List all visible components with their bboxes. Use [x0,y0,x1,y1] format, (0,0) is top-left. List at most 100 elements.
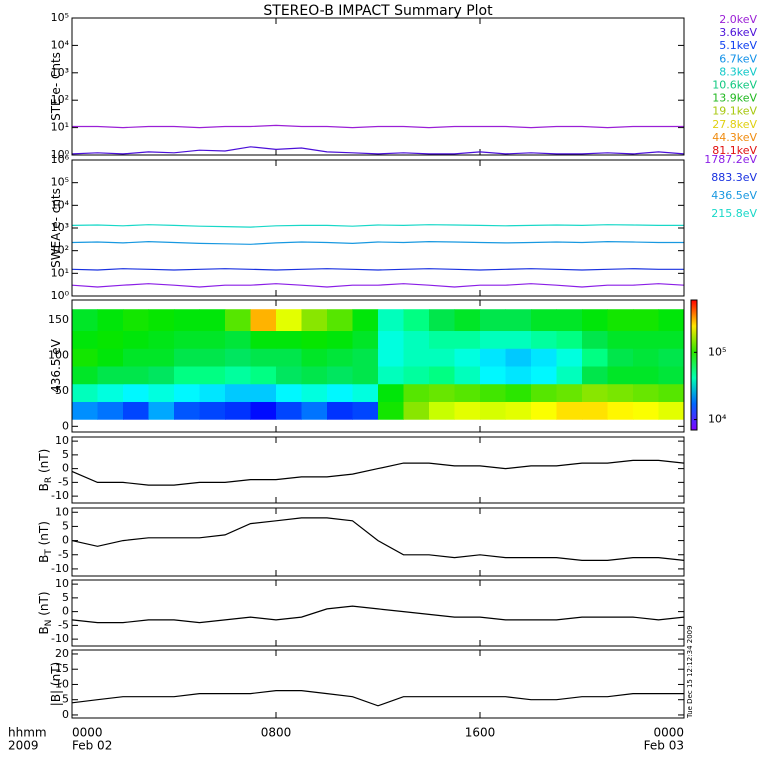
heatmap-cell [480,330,506,349]
heatmap-cell [148,309,175,332]
heatmap-cell [505,348,532,367]
heatmap-cell [352,348,379,367]
heatmap-cell [327,383,353,402]
y-axis-label-text: |B| (nT) [49,662,63,706]
heatmap-cell [123,401,149,420]
heatmap-cell [327,366,353,385]
heatmap-cell [199,348,226,367]
heatmap-cell [276,383,302,402]
heatmap-cell [123,309,149,332]
heatmap-cell [658,383,685,402]
heatmap-cell [658,366,685,385]
y-tick-label: 10⁶ [51,153,70,166]
heatmap-cell [505,366,532,385]
heatmap-cell [148,366,175,385]
heatmap-cell [531,309,557,332]
chart-title: STEREO-B IMPACT Summary Plot [263,3,493,19]
y-tick-label: 20 [55,647,69,660]
heatmap-cell [327,330,353,349]
heatmap-cell [556,401,583,420]
side-note: Tue Dec 15 12:12:34 2009 [686,625,694,719]
y-tick-label: 5 [62,448,69,461]
heatmap-cell [607,366,634,385]
legend-entry: 27.8keV [712,118,757,131]
legend-entry: 2.0keV [719,13,757,26]
heatmap-cell [225,348,251,367]
panel-frame [71,579,685,647]
colorbar-tick-label: 10⁵ [708,345,726,358]
heatmap-cell [97,309,124,332]
heatmap-cell [199,401,226,420]
heatmap-cell [658,330,685,349]
heatmap-cell [403,309,430,332]
x-tick-label: 0000 [653,726,684,740]
heatmap-cell [199,366,226,385]
heatmap-cell [454,309,481,332]
heatmap-cell [505,401,532,420]
heatmap-cell [607,383,634,402]
y-tick-label: -10 [51,632,69,645]
heatmap-cell [72,348,98,367]
panel-frame [71,507,685,577]
y-axis-label-sub: R [44,477,54,483]
heatmap-cell [276,348,302,367]
heatmap-cell [276,309,302,332]
y-tick-label: 15 [55,662,69,675]
y-tick-label: 10⁵ [51,11,69,24]
heatmap-cell [301,401,328,420]
heatmap-cell [123,348,149,367]
y-tick-label: 0 [62,605,69,618]
y-tick-label: -5 [58,618,69,631]
y-tick-label: -5 [58,475,69,488]
heatmap-cell [174,401,200,420]
legend-entry: 19.1keV [712,105,757,118]
heatmap-cell [531,383,557,402]
heatmap-cell [429,330,455,349]
heatmap-cell [199,309,226,332]
y-axis-label-sub: T [44,549,54,556]
heatmap-cell [454,348,481,367]
heatmap-cell [174,309,200,332]
series-line [71,459,685,486]
heatmap-cell [327,309,353,332]
heatmap-cell [148,330,175,349]
legend-entry: 5.1keV [719,39,757,52]
heatmap-cell [301,383,328,402]
heatmap-cell [378,330,404,349]
heatmap-cell [148,401,175,420]
heatmap-cell [352,366,379,385]
y-tick-label: 5 [62,519,69,532]
heatmap-cell [607,348,634,367]
heatmap-cell [454,401,481,420]
year-label: 2009 [8,739,39,753]
heatmap-cell [454,330,481,349]
series-line [71,690,684,707]
heatmap-cell [556,366,583,385]
heatmap-cell [454,383,481,402]
y-axis-label-text: SWEA e- cnts [49,188,63,268]
y-axis-label: 436.5 eV [49,338,63,393]
y-tick-label: 5 [62,591,69,604]
y-axis-label-text: B [37,626,51,634]
y-tick-label: 10¹ [51,266,69,279]
colorbar-tick-label: 10⁴ [708,413,727,426]
y-tick-label: 10⁴ [51,38,70,51]
heatmap-cell [429,348,455,367]
y-tick-label: 10 [55,505,69,518]
heatmap-cell [480,309,506,332]
heatmap-cell [582,348,608,367]
y-tick-label: 10² [51,244,69,257]
heatmap-cell [250,330,277,349]
y-axis-label-text: B [37,483,51,491]
heatmap-cell [123,330,149,349]
heatmap-cell [301,330,328,349]
panel-frame [71,17,685,156]
heatmap-cell [148,383,175,402]
heatmap-cell [378,401,404,420]
date-label: Feb 02 [72,739,112,753]
heatmap-cell [72,366,98,385]
y-tick-label: -10 [51,562,69,575]
heatmap-cell [148,348,175,367]
heatmap-cell [582,366,608,385]
